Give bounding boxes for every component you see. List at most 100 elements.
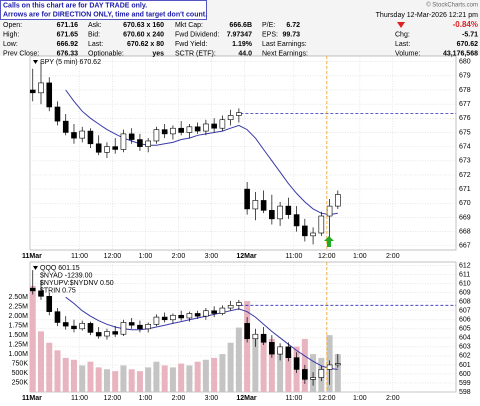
x-tick-label: 11Mar xyxy=(22,395,42,402)
volume-bar xyxy=(136,371,143,392)
candle-body xyxy=(112,146,118,150)
x-tick-label: 12Mar xyxy=(236,395,257,402)
volume-bar xyxy=(260,342,267,392)
stat-label: Open: xyxy=(3,22,22,29)
moving-average xyxy=(65,296,338,370)
candle-body xyxy=(252,333,259,340)
stat-value: 671.65 xyxy=(57,31,79,38)
x-tick-label: 12:00 xyxy=(318,253,336,260)
candle-body xyxy=(71,325,77,330)
x-tick-label: 1:00 xyxy=(353,395,367,402)
stat-value: -5.71 xyxy=(462,31,478,38)
y-tick-label: 604 xyxy=(459,335,471,342)
y-tick-label: 609 xyxy=(459,290,471,297)
candle-body xyxy=(54,311,61,323)
stat-value: 1.19% xyxy=(232,41,253,48)
volume-bar xyxy=(128,369,135,392)
stat-label: Low: xyxy=(3,41,18,48)
note: Arrows are for DIRECTION ONLY, time and … xyxy=(3,11,207,18)
candle-body xyxy=(95,332,102,337)
stat-label: Mkt Cap: xyxy=(175,22,203,29)
y-tick-label: 603 xyxy=(459,344,471,351)
y-tick-label: 673 xyxy=(459,158,471,165)
y-tick-label: 669 xyxy=(459,214,471,221)
candle-body xyxy=(326,205,333,217)
x-tick-label: 2:00 xyxy=(172,253,186,260)
stat-label: Fwd Yield: xyxy=(175,41,207,48)
volume-bar xyxy=(87,361,94,392)
volume-tick-label: 1.00M xyxy=(9,351,29,358)
candle-body xyxy=(194,126,201,132)
y-tick-label: 674 xyxy=(459,143,471,150)
stat-label: Last: xyxy=(395,41,410,48)
candle-body xyxy=(46,296,53,312)
stat-value: yes xyxy=(152,50,164,57)
candle-body xyxy=(178,314,184,319)
candle-body xyxy=(236,302,242,306)
stat-value: 670.63 x 160 xyxy=(123,22,164,29)
price-panel xyxy=(29,55,457,251)
y-tick-label: 671 xyxy=(459,186,471,193)
stat-label: High: xyxy=(3,31,19,38)
volume-bar xyxy=(29,285,36,392)
candle-body xyxy=(29,89,36,94)
stat-label: Fwd Dividend: xyxy=(175,31,219,38)
y-tick-label: 668 xyxy=(459,228,471,235)
y-tick-label: 676 xyxy=(459,115,471,122)
candle-body xyxy=(194,313,201,317)
candle-body xyxy=(153,316,160,325)
x-tick-label: 12Mar xyxy=(236,253,257,260)
candle-body xyxy=(227,115,234,121)
candle-body xyxy=(71,132,77,139)
x-tick-label: 3:00 xyxy=(205,253,219,260)
candle-body xyxy=(227,305,234,309)
candle-body xyxy=(318,369,325,378)
copyright: © StockCharts.com xyxy=(426,2,478,9)
marks-layer xyxy=(29,56,456,392)
volume-tick-label: 2.00M xyxy=(9,313,29,320)
candle-body xyxy=(252,200,259,210)
volume-bar xyxy=(103,369,110,392)
candle-body xyxy=(104,146,110,153)
note: Calls on this chart are for DAY TRADE on… xyxy=(3,2,147,9)
x-tick-label: 11Mar xyxy=(22,253,42,260)
stat-label: Chg: xyxy=(395,31,410,38)
volume-bar xyxy=(178,363,185,392)
volume-tick-label: 750K xyxy=(12,360,29,367)
volume-bar xyxy=(268,338,275,392)
notes-box xyxy=(0,0,207,20)
candle-body xyxy=(29,287,36,292)
stat-value: 666.92 xyxy=(57,41,79,48)
y-tick-label: 601 xyxy=(459,362,471,369)
stat-value: 44.0 xyxy=(238,50,252,57)
volume-bar xyxy=(277,350,284,392)
candle-body xyxy=(79,323,86,330)
y-tick-label: 680 xyxy=(459,59,471,66)
candle-body xyxy=(62,322,69,327)
y-tick-label: 600 xyxy=(459,371,471,378)
volume-bar xyxy=(252,335,259,392)
candle-body xyxy=(310,377,316,380)
down-triangle xyxy=(397,22,405,28)
volume-bar xyxy=(37,331,44,392)
y-tick-label: 610 xyxy=(459,281,471,288)
candle-body xyxy=(219,307,226,314)
x-tick-label: 12:00 xyxy=(104,253,122,260)
candle-body xyxy=(244,323,250,340)
volume-bar xyxy=(202,359,209,392)
y-tick-label: 611 xyxy=(459,271,470,278)
candle-body xyxy=(186,313,193,319)
y-tick-label: 607 xyxy=(459,308,471,315)
candle-body xyxy=(260,333,267,343)
y-tick-label: 667 xyxy=(459,243,471,250)
volume-bar xyxy=(285,354,292,392)
candle-body xyxy=(293,214,300,227)
stat-label: Prev Close: xyxy=(3,50,39,57)
candle-body xyxy=(244,188,250,210)
candle-body xyxy=(310,232,316,237)
y-tick-label: 599 xyxy=(459,380,471,387)
stat-value: 7.97347 xyxy=(227,31,252,38)
candle-body xyxy=(170,127,176,135)
y-tick-label: 679 xyxy=(459,73,471,80)
